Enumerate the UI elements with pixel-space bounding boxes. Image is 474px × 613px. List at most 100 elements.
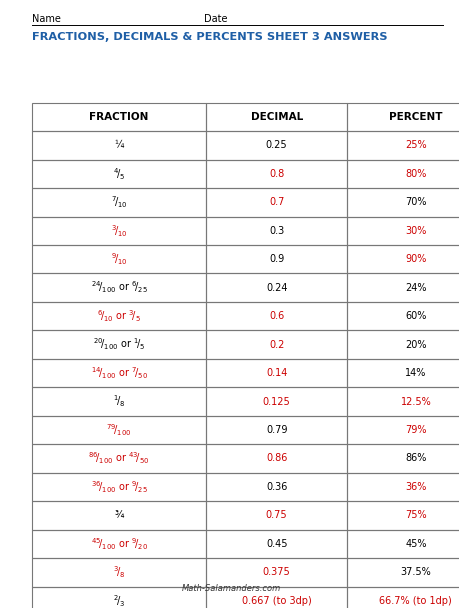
Bar <box>32 530 206 558</box>
Text: ¾: ¾ <box>114 511 124 520</box>
Bar <box>206 159 347 188</box>
Bar <box>32 587 206 613</box>
Text: 20%: 20% <box>405 340 427 349</box>
Bar <box>347 444 474 473</box>
Text: 86%: 86% <box>405 454 427 463</box>
Bar <box>206 216 347 245</box>
Bar <box>32 131 206 159</box>
Bar <box>32 273 206 302</box>
Bar <box>206 302 347 330</box>
Text: 60%: 60% <box>405 311 427 321</box>
Text: Math-Salamanders.com: Math-Salamanders.com <box>182 584 281 593</box>
Text: 0.3: 0.3 <box>269 226 284 236</box>
Text: 0.14: 0.14 <box>266 368 287 378</box>
Bar <box>347 188 474 216</box>
Bar <box>347 530 474 558</box>
Bar <box>32 416 206 444</box>
Text: 0.125: 0.125 <box>263 397 291 406</box>
Text: 25%: 25% <box>405 140 427 150</box>
Bar <box>206 245 347 273</box>
Text: 0.6: 0.6 <box>269 311 284 321</box>
Bar <box>206 359 347 387</box>
Text: 66.7% (to 1dp): 66.7% (to 1dp) <box>380 596 452 606</box>
Text: $^{24}\!/_{100}$ or $^6\!/_{25}$: $^{24}\!/_{100}$ or $^6\!/_{25}$ <box>91 280 148 295</box>
Bar <box>32 558 206 587</box>
Text: PERCENT: PERCENT <box>389 112 443 122</box>
Bar <box>347 330 474 359</box>
Bar <box>206 330 347 359</box>
Bar <box>206 530 347 558</box>
Bar <box>206 587 347 613</box>
Text: 0.9: 0.9 <box>269 254 284 264</box>
Bar <box>32 188 206 216</box>
Text: 0.75: 0.75 <box>266 511 287 520</box>
Text: $^2\!/_3$: $^2\!/_3$ <box>113 593 125 609</box>
Bar <box>347 387 474 416</box>
Bar <box>347 501 474 530</box>
Bar <box>347 359 474 387</box>
Text: 79%: 79% <box>405 425 427 435</box>
Bar <box>206 188 347 216</box>
Bar <box>32 330 206 359</box>
Bar <box>206 103 347 131</box>
Bar <box>347 302 474 330</box>
Text: $^6\!/_{10}$ or $^3\!/_5$: $^6\!/_{10}$ or $^3\!/_5$ <box>97 308 141 324</box>
Bar <box>347 558 474 587</box>
Bar <box>32 444 206 473</box>
Text: 45%: 45% <box>405 539 427 549</box>
Text: $^3\!/_{10}$: $^3\!/_{10}$ <box>111 223 128 238</box>
Bar <box>347 245 474 273</box>
Text: 90%: 90% <box>405 254 427 264</box>
Bar <box>206 501 347 530</box>
Text: 0.2: 0.2 <box>269 340 284 349</box>
Text: 12.5%: 12.5% <box>401 397 431 406</box>
Text: 0.79: 0.79 <box>266 425 287 435</box>
Bar <box>32 216 206 245</box>
Bar <box>347 273 474 302</box>
Text: 75%: 75% <box>405 511 427 520</box>
Text: $^{20}\!/_{100}$ or $^1\!/_5$: $^{20}\!/_{100}$ or $^1\!/_5$ <box>93 337 146 352</box>
Text: $^{79}\!/_{100}$: $^{79}\!/_{100}$ <box>107 422 132 438</box>
Text: 0.45: 0.45 <box>266 539 287 549</box>
Text: 0.24: 0.24 <box>266 283 287 292</box>
Text: 0.25: 0.25 <box>266 140 287 150</box>
Text: FRACTIONS, DECIMALS & PERCENTS SHEET 3 ANSWERS: FRACTIONS, DECIMALS & PERCENTS SHEET 3 A… <box>32 32 388 42</box>
Bar <box>206 473 347 501</box>
Text: ¼: ¼ <box>114 140 124 150</box>
Bar <box>32 359 206 387</box>
Bar <box>206 558 347 587</box>
Text: 0.375: 0.375 <box>263 567 291 577</box>
Text: 0.7: 0.7 <box>269 197 284 207</box>
Bar <box>347 103 474 131</box>
Bar <box>206 416 347 444</box>
Bar <box>206 273 347 302</box>
Bar <box>32 473 206 501</box>
Bar <box>32 302 206 330</box>
Bar <box>206 444 347 473</box>
Text: $^7\!/_{10}$: $^7\!/_{10}$ <box>111 194 128 210</box>
Text: Name: Name <box>32 14 61 24</box>
Bar <box>206 387 347 416</box>
Text: 24%: 24% <box>405 283 427 292</box>
Text: $^{36}\!/_{100}$ or $^9\!/_{25}$: $^{36}\!/_{100}$ or $^9\!/_{25}$ <box>91 479 148 495</box>
Text: 37.5%: 37.5% <box>401 567 431 577</box>
Text: 36%: 36% <box>405 482 427 492</box>
Text: FRACTION: FRACTION <box>90 112 149 122</box>
Text: 0.36: 0.36 <box>266 482 287 492</box>
Bar <box>347 416 474 444</box>
Text: 0.86: 0.86 <box>266 454 287 463</box>
Text: $^{45}\!/_{100}$ or $^9\!/_{20}$: $^{45}\!/_{100}$ or $^9\!/_{20}$ <box>91 536 148 552</box>
Bar <box>347 587 474 613</box>
Text: 0.667 (to 3dp): 0.667 (to 3dp) <box>242 596 311 606</box>
Bar <box>347 473 474 501</box>
Text: 30%: 30% <box>405 226 427 236</box>
Bar <box>32 501 206 530</box>
Bar <box>206 131 347 159</box>
Bar <box>32 159 206 188</box>
Text: 80%: 80% <box>405 169 427 179</box>
Text: 70%: 70% <box>405 197 427 207</box>
Text: $^1\!/_8$: $^1\!/_8$ <box>113 394 126 409</box>
Text: Date: Date <box>204 14 227 24</box>
Text: DECIMAL: DECIMAL <box>250 112 303 122</box>
Bar <box>32 245 206 273</box>
